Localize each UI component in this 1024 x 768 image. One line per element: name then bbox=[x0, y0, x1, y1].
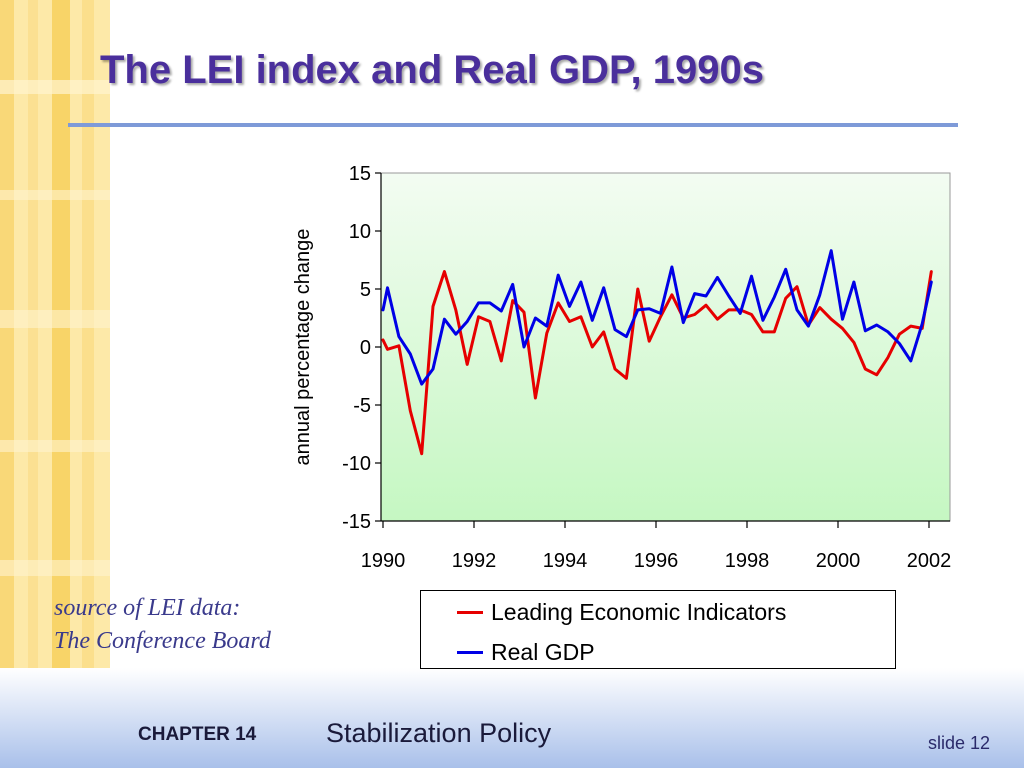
plot-area bbox=[380, 172, 951, 522]
legend-swatch-gdp bbox=[457, 650, 483, 654]
y-tick-label: -15 bbox=[342, 511, 371, 533]
chart-legend: Leading Economic Indicators Real GDP bbox=[420, 590, 896, 669]
footer-slide-number: slide 12 bbox=[928, 733, 991, 753]
y-axis-label: annual percentage change bbox=[292, 229, 314, 466]
title-divider bbox=[68, 123, 958, 127]
footer-topic: Stabilization Policy bbox=[326, 718, 552, 748]
x-tick-label: 1998 bbox=[725, 550, 770, 572]
x-tick-label: 1990 bbox=[361, 550, 406, 572]
series-line-gdp bbox=[381, 249, 933, 386]
footer-chapter: CHAPTER 14 bbox=[138, 724, 257, 745]
y-tick-label: 5 bbox=[360, 279, 371, 301]
legend-item-lei: Leading Economic Indicators bbox=[457, 597, 786, 627]
y-tick-label: -5 bbox=[353, 395, 371, 417]
series-line-lei bbox=[381, 270, 933, 456]
y-tick-label: 10 bbox=[349, 221, 371, 243]
y-tick-label: 0 bbox=[360, 337, 371, 359]
slide-title: The LEI index and Real GDP, 1990s bbox=[100, 48, 764, 92]
x-tick-label: 1994 bbox=[543, 550, 588, 572]
legend-swatch-lei bbox=[457, 610, 483, 614]
y-tick-label: -10 bbox=[342, 453, 371, 475]
x-tick-label: 2002 bbox=[907, 550, 952, 572]
legend-item-gdp: Real GDP bbox=[457, 637, 595, 667]
x-tick-label: 2000 bbox=[816, 550, 861, 572]
legend-label-lei: Leading Economic Indicators bbox=[491, 598, 787, 625]
y-tick-label: 15 bbox=[349, 163, 371, 185]
footer-gradient-band bbox=[0, 668, 1024, 768]
x-tick-label: 1992 bbox=[452, 550, 497, 572]
x-tick-label: 1996 bbox=[634, 550, 679, 572]
left-decorative-stripes bbox=[0, 0, 110, 768]
source-line-2: The Conference Board bbox=[54, 628, 271, 654]
source-line-1: source of LEI data: bbox=[54, 595, 241, 621]
legend-label-gdp: Real GDP bbox=[491, 638, 595, 665]
source-note: source of LEI data: The Conference Board bbox=[54, 592, 271, 658]
